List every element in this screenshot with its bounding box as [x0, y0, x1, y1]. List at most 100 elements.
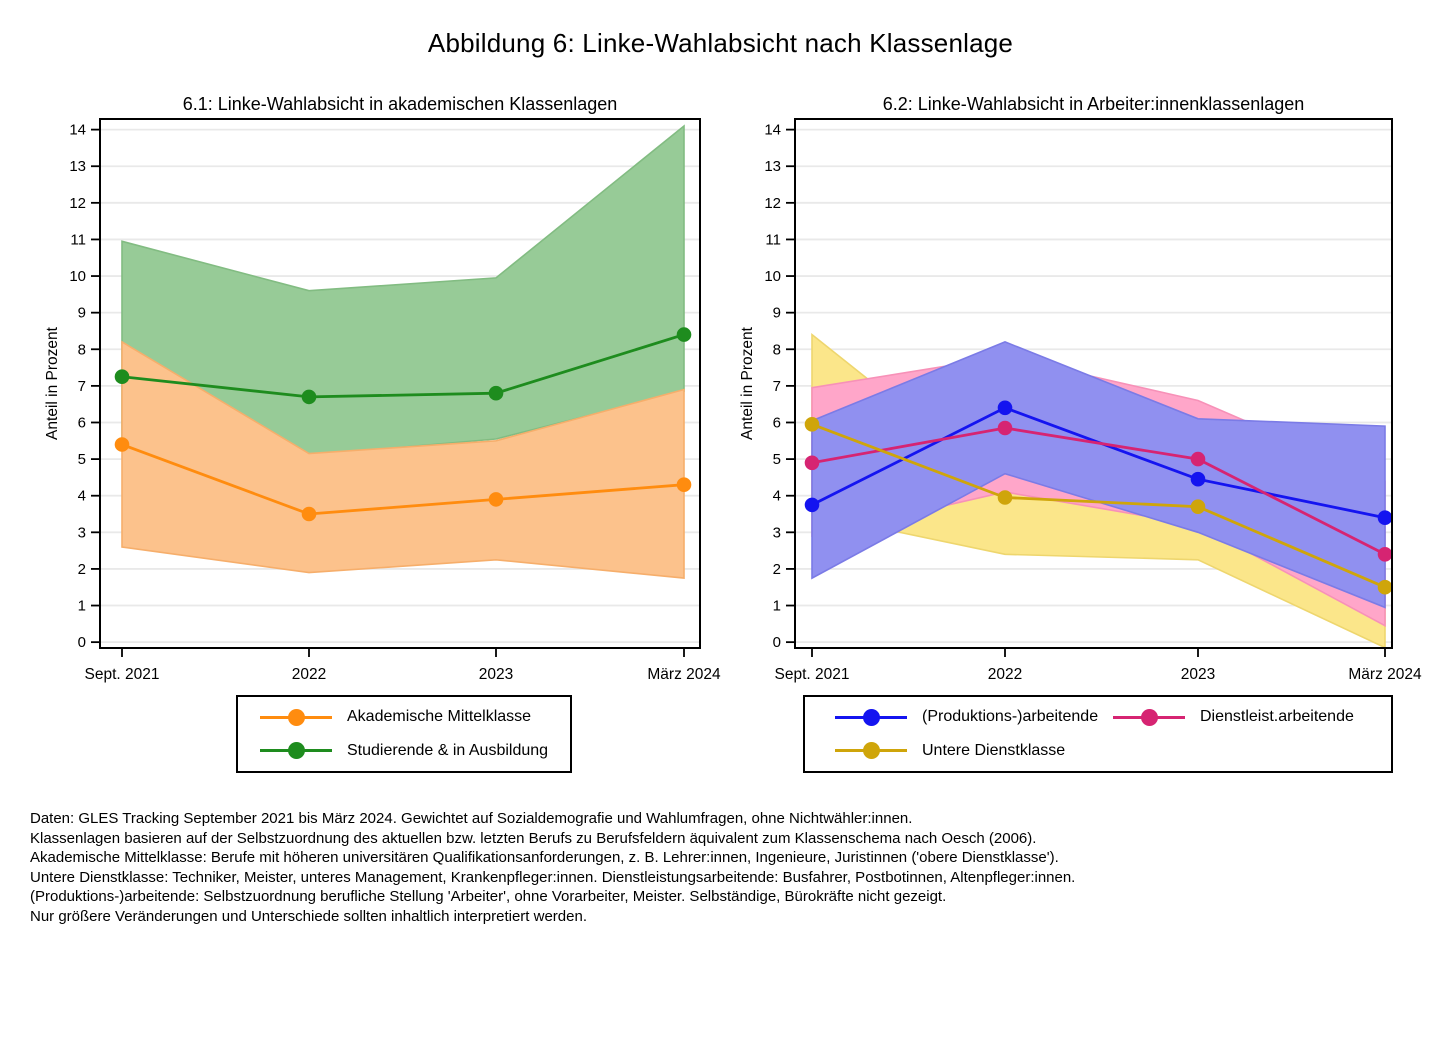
y-axis-tick-label: 14 [764, 122, 781, 139]
y-axis-title: Anteil in Prozent [44, 326, 61, 440]
y-axis-tick-label: 12 [764, 195, 781, 212]
marker-dienstleist-arbeitende [997, 420, 1013, 436]
marker-produktions-arbeitende [1190, 471, 1206, 487]
marker-dienstleist-arbeitende [804, 455, 820, 471]
y-axis-tick-label: 1 [78, 598, 86, 615]
y-axis-tick-label: 10 [764, 268, 781, 285]
y-axis-tick-label: 3 [773, 524, 781, 541]
y-axis-tick-label: 2 [773, 561, 781, 578]
y-axis-tick-label: 1 [773, 598, 781, 615]
dot-swatch-icon [288, 708, 305, 726]
footnote-line: Untere Dienstklasse: Techniker, Meister,… [30, 868, 1076, 886]
y-axis-tick-label: 7 [78, 378, 86, 395]
legend-label: Dienstleist.arbeitende [1200, 708, 1354, 726]
series-line-untere-dienstklasse [811, 422, 1386, 589]
y-axis-tick-label: 12 [69, 195, 86, 212]
marker-akademische-mittelklasse [301, 506, 317, 522]
line-marker-icon [260, 708, 332, 726]
line-marker-icon [835, 708, 907, 726]
plot-border [99, 118, 701, 649]
legend-label: Studierende & in Ausbildung [347, 741, 549, 759]
legend-label: Akademische Mittelklasse [347, 708, 532, 726]
y-axis-tick-label: 4 [773, 488, 781, 505]
legend-item-produktions-arbeitende: (Produktions-)arbeitende [835, 704, 1113, 730]
x-axis-tick-label: Sept. 2021 [85, 666, 160, 683]
band-akademische-mittelklasse [121, 340, 685, 579]
legend-label: (Produktions-)arbeitende [922, 708, 1099, 726]
marker-studierende-in-ausbildung [114, 369, 130, 385]
y-axis-tick-label: 13 [764, 158, 781, 175]
chart-subtitle: 6.1: Linke-Wahlabsicht in akademischen K… [183, 94, 618, 114]
footnote-line: (Produktions-)arbeitende: Selbstzuordnun… [30, 888, 947, 905]
series-line-studierende-in-ausbildung [121, 333, 685, 399]
y-axis-tick-label: 5 [78, 451, 86, 468]
y-axis-tick-label: 0 [773, 634, 781, 651]
marker-produktions-arbeitende [804, 497, 820, 513]
marker-studierende-in-ausbildung [488, 385, 504, 401]
legend-left-chart: Akademische Mittelklasse Studierende & i… [236, 695, 572, 773]
y-axis-tick-label: 7 [773, 378, 781, 395]
marker-untere-dienstklasse [1377, 579, 1393, 595]
footnote-line: Daten: GLES Tracking September 2021 bis … [30, 810, 913, 827]
line-marker-icon [1113, 708, 1185, 726]
y-axis-tick-label: 5 [773, 451, 781, 468]
y-axis-tick-label: 4 [78, 488, 86, 505]
marker-untere-dienstklasse [1190, 499, 1206, 514]
y-axis-tick-label: 3 [78, 524, 86, 541]
x-axis-tick-label: 2022 [292, 666, 326, 683]
x-axis-tick-label: 2023 [1181, 666, 1215, 683]
y-axis-tick-label: 9 [773, 305, 781, 322]
marker-untere-dienstklasse [804, 417, 820, 432]
chart-subtitle: 6.2: Linke-Wahlabsicht in Arbeiter:innen… [883, 94, 1305, 114]
footnote-line: Klassenlagen basieren auf der Selbstzuor… [30, 829, 1037, 847]
marker-studierende-in-ausbildung [676, 327, 692, 342]
y-axis-tick-label: 11 [765, 231, 781, 248]
x-axis-tick-label: März 2024 [647, 666, 721, 683]
marker-akademische-mittelklasse [676, 477, 692, 493]
legend-item-dienstleist-arbeitende: Dienstleist.arbeitende [1113, 704, 1391, 730]
marker-untere-dienstklasse [997, 490, 1013, 505]
line-marker-icon [835, 742, 907, 760]
y-axis-tick-label: 14 [69, 122, 86, 139]
dot-swatch-icon [863, 742, 880, 760]
plot-border [794, 118, 1393, 649]
legend-label: Untere Dienstklasse [922, 741, 1066, 759]
y-axis-tick-label: 8 [773, 341, 781, 358]
dot-swatch-icon [288, 742, 305, 760]
marker-produktions-arbeitende [1377, 510, 1393, 525]
y-axis-tick-label: 0 [78, 634, 86, 651]
footnote-line: Akademische Mittelklasse: Berufe mit höh… [30, 849, 1059, 866]
x-axis-tick-label: Sept. 2021 [775, 666, 850, 683]
dot-swatch-icon [863, 708, 880, 726]
y-axis-tick-label: 8 [78, 341, 86, 358]
legend-item-studierende-in-ausbildung: Studierende & in Ausbildung [260, 738, 570, 764]
marker-studierende-in-ausbildung [301, 389, 317, 405]
dot-swatch-icon [1141, 708, 1158, 726]
footnotes: Daten: GLES Tracking September 2021 bis … [30, 809, 1410, 926]
figure-title: Abbildung 6: Linke-Wahlabsicht nach Klas… [427, 28, 1014, 58]
y-axis-tick-label: 9 [78, 305, 86, 322]
marker-akademische-mittelklasse [114, 437, 130, 452]
legend-right-chart: (Produktions-)arbeitende Dienstleist.arb… [803, 695, 1393, 773]
footnote-line: Nur größere Veränderungen und Unterschie… [30, 907, 587, 925]
x-axis-tick-label: 2023 [479, 666, 513, 683]
y-axis-tick-label: 11 [70, 231, 86, 248]
y-axis-tick-label: 6 [78, 414, 86, 431]
y-axis-tick-label: 2 [78, 561, 86, 578]
y-axis-tick-label: 10 [69, 268, 86, 285]
y-axis-tick-label: 6 [773, 414, 781, 431]
line-marker-icon [260, 742, 332, 760]
x-axis-tick-label: 2022 [988, 666, 1022, 683]
series-line-dienstleist-arbeitende [811, 426, 1386, 556]
marker-produktions-arbeitende [997, 400, 1013, 416]
marker-dienstleist-arbeitende [1190, 451, 1206, 467]
x-axis-tick-label: März 2024 [1348, 666, 1422, 683]
series-line-akademische-mittelklasse [121, 443, 685, 516]
marker-dienstleist-arbeitende [1377, 547, 1393, 562]
y-axis-tick-label: 13 [69, 158, 86, 175]
legend-item-akademische-mittelklasse: Akademische Mittelklasse [260, 704, 570, 730]
